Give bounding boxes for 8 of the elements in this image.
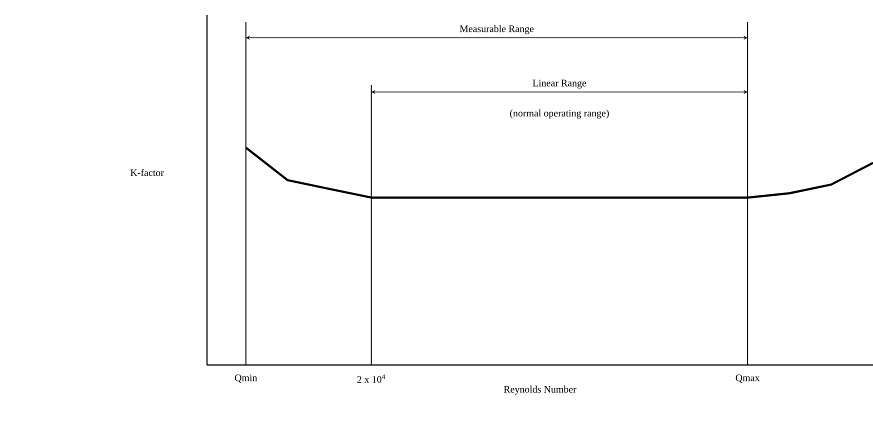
- text: Linear Range: [532, 80, 586, 88]
- text: Measurable Range: [460, 25, 534, 34]
- x-tick-label: 2 x 10$^{4}$: [357, 374, 386, 383]
- x-tick-label: Qmin: [234, 374, 258, 383]
- y-axis-title: K-factor: [130, 168, 164, 176]
- text: (normal operating range): [510, 110, 609, 119]
- x-axis-title: Reynolds Number: [504, 386, 576, 395]
- x-tick-label: Qmax: [736, 374, 760, 383]
